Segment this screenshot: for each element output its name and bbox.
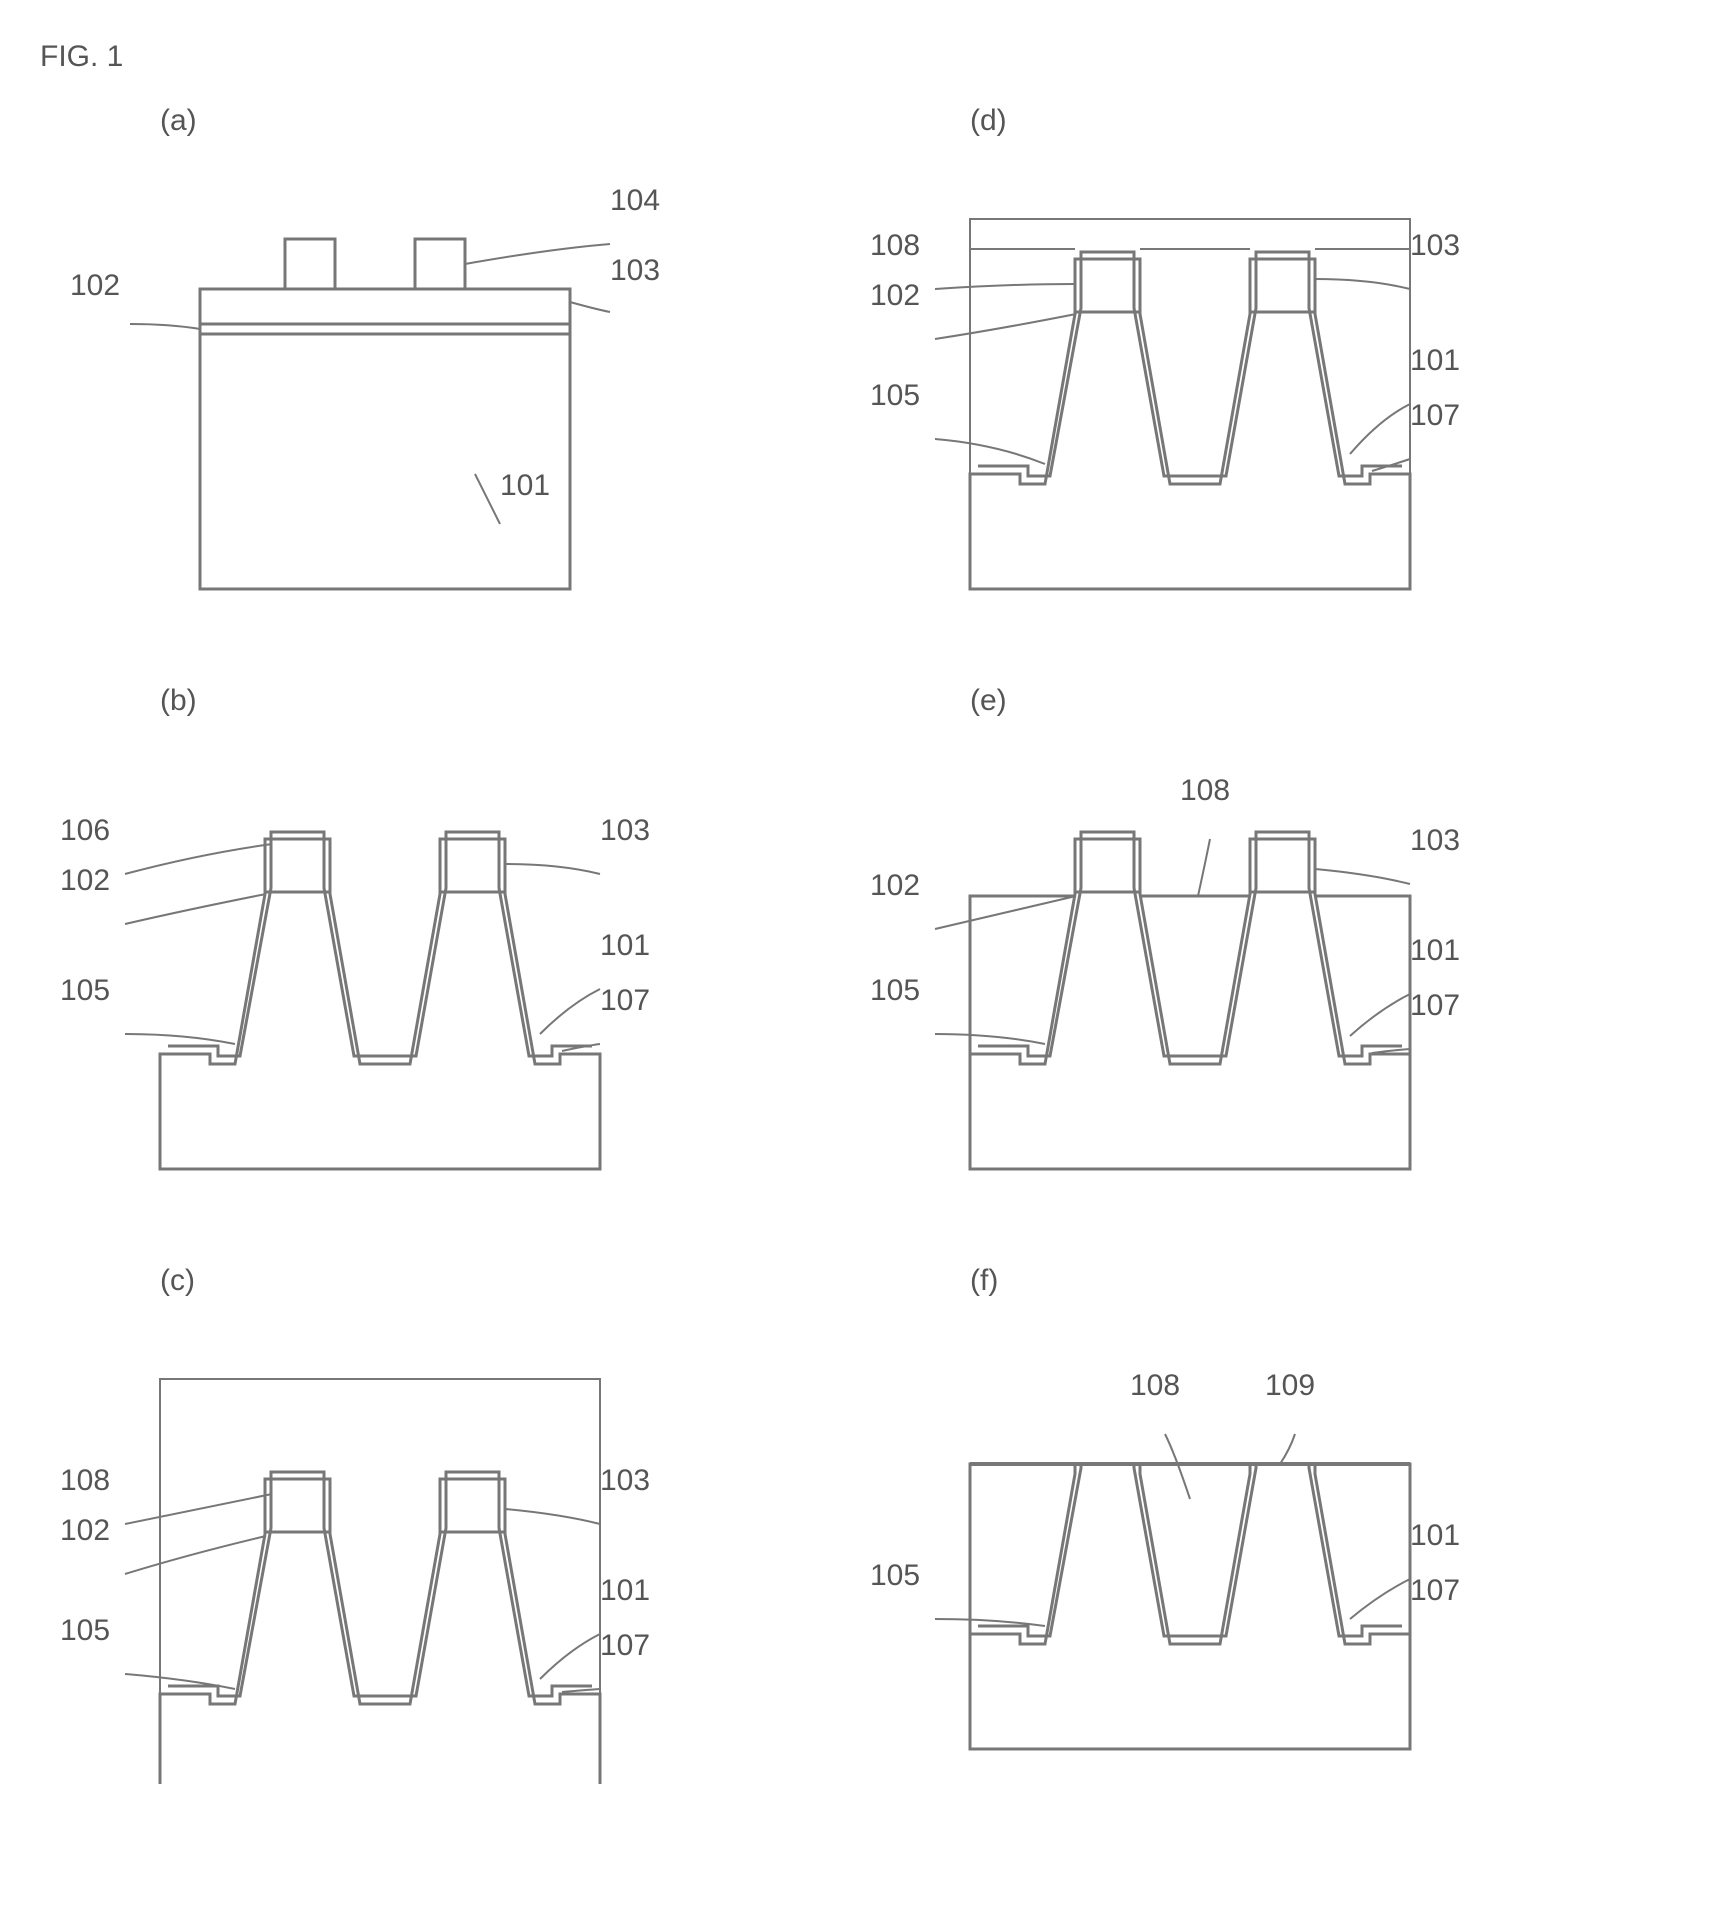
panel-c: (c) 108 102 105 103 101 107	[40, 1264, 730, 1784]
panel-a-svg	[40, 144, 700, 624]
panel-b-svg	[40, 724, 700, 1204]
panel-a: (a) 102 104 103 101	[40, 104, 730, 624]
panel-f: (f) 108 109 105 101 107	[850, 1264, 1540, 1784]
panel-e-label: (e)	[970, 684, 1007, 718]
panel-grid: (a) 102 104 103 101 (d)	[40, 104, 1540, 1784]
panel-e: (e) 108 102 105 103 101 107	[850, 684, 1540, 1204]
panel-d-svg	[850, 144, 1510, 624]
panel-d-label: (d)	[970, 104, 1007, 138]
figure-title: FIG. 1	[40, 40, 1693, 74]
panel-e-svg	[850, 724, 1510, 1204]
panel-b-label: (b)	[160, 684, 197, 718]
panel-f-label: (f)	[970, 1264, 998, 1298]
panel-c-label: (c)	[160, 1264, 195, 1298]
panel-d: (d) 108 102 105 103 101 107	[850, 104, 1540, 624]
panel-c-svg	[40, 1304, 700, 1784]
panel-b: (b) 106 102 105 103 101 107	[40, 684, 730, 1204]
panel-a-label: (a)	[160, 104, 197, 138]
panel-f-svg	[850, 1304, 1510, 1784]
